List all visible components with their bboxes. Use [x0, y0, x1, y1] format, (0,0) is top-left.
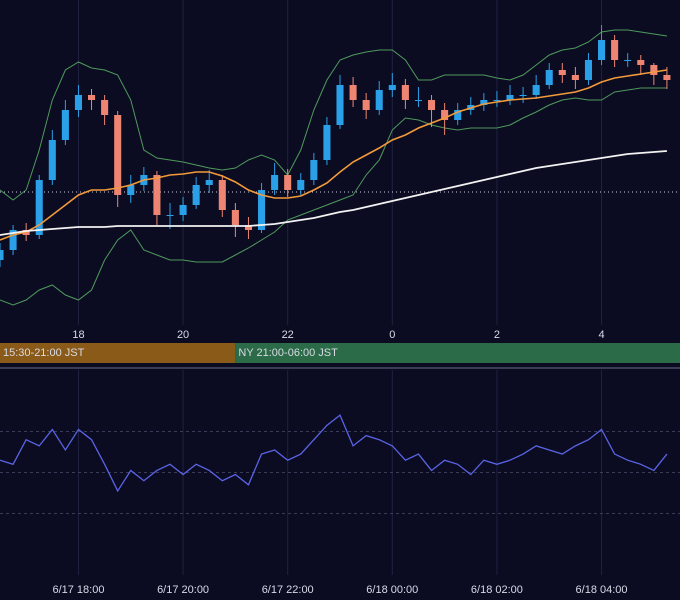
candle-body: [545, 70, 553, 85]
candle-body: [284, 175, 292, 190]
x-tick-label: 4: [598, 329, 604, 341]
candle-body: [571, 75, 579, 80]
candle-body: [166, 215, 174, 216]
candle-body: [375, 90, 383, 110]
candle-body: [349, 85, 357, 100]
candle-body: [414, 100, 422, 101]
candle-body: [663, 75, 671, 80]
x-tick-label: 6/18 00:00: [366, 584, 418, 596]
candle-body: [624, 60, 632, 61]
candle-body: [205, 180, 213, 185]
candle-body: [532, 85, 540, 95]
candle-body: [179, 205, 187, 215]
candle-body: [35, 180, 43, 235]
session-bar: [235, 343, 680, 363]
candle-body: [480, 100, 488, 105]
candle-body: [218, 180, 226, 210]
candle-body: [271, 175, 279, 190]
x-tick-label: 6/18 04:00: [576, 584, 628, 596]
moving-average: [0, 69, 668, 241]
candle-body: [48, 140, 56, 180]
candle-body: [493, 100, 501, 101]
candle-body: [454, 110, 462, 120]
candle-body: [401, 85, 409, 100]
candle-body: [153, 175, 161, 215]
x-tick-label: 2: [494, 329, 500, 341]
candle-body: [336, 85, 344, 125]
x-tick-label: 6/17 22:00: [262, 584, 314, 596]
candle-body: [362, 100, 370, 110]
candle-body: [231, 210, 239, 225]
session-bar: [0, 343, 236, 363]
x-tick-label: 20: [177, 329, 189, 341]
session-label: NY 21:00-06:00 JST: [238, 347, 338, 359]
candle-body: [584, 60, 592, 80]
moving-average: [0, 150, 667, 236]
candle-body: [611, 40, 619, 60]
candle-body: [388, 85, 396, 90]
candle-body: [650, 65, 658, 75]
bollinger-band: [0, 87, 667, 306]
candle-body: [506, 95, 514, 100]
candle-body: [88, 95, 96, 100]
oscillator-line: [0, 414, 668, 493]
candle-body: [101, 100, 109, 115]
x-tick-label: 6/18 02:00: [471, 584, 523, 596]
candle-body: [114, 115, 122, 195]
candle-body: [637, 60, 645, 65]
candle-body: [558, 70, 566, 75]
candle-body: [74, 95, 82, 110]
x-tick-label: 22: [282, 329, 294, 341]
candle-body: [9, 230, 17, 250]
candle-body: [441, 110, 449, 120]
candle-body: [519, 95, 527, 96]
candle-body: [297, 180, 305, 190]
candle-body: [598, 40, 606, 60]
x-tick-label: 6/17 20:00: [157, 584, 209, 596]
candle-body: [244, 225, 252, 230]
x-tick-label: 6/17 18:00: [52, 584, 104, 596]
session-label: 15:30-21:00 JST: [3, 347, 85, 359]
bollinger-band: [0, 29, 667, 201]
candle-body: [323, 125, 331, 160]
candle-body: [192, 185, 200, 205]
candle-body: [428, 100, 436, 110]
candle-body: [310, 160, 318, 180]
x-tick-label: 18: [72, 329, 84, 341]
candle-body: [61, 110, 69, 140]
candle-body: [127, 185, 135, 195]
candle-body: [258, 190, 266, 230]
candle-body: [0, 250, 4, 260]
x-tick-label: 0: [389, 329, 395, 341]
